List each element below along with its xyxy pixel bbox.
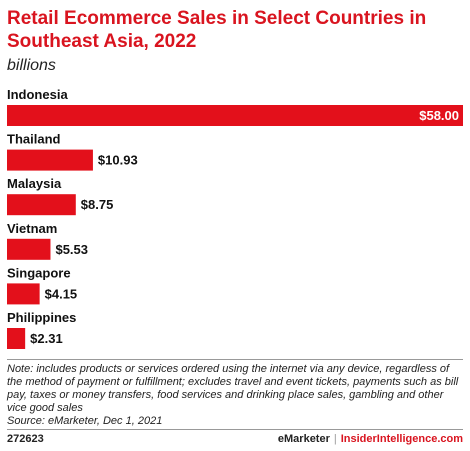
brand: eMarketer | InsiderIntelligence.com <box>278 433 463 445</box>
footer-divider-top <box>7 359 463 360</box>
chart-subtitle: billions <box>7 57 56 74</box>
bar-indonesia <box>7 105 463 126</box>
footer: 272623 eMarketer | InsiderIntelligence.com <box>7 433 463 447</box>
value-label-indonesia: $58.00 <box>419 108 459 123</box>
value-label-thailand: $10.93 <box>98 153 138 168</box>
bar-vietnam <box>7 238 51 260</box>
category-label-singapore: Singapore <box>7 265 71 280</box>
note-text: Note: includes products or services orde… <box>7 363 459 414</box>
category-label-indonesia: Indonesia <box>7 87 68 102</box>
brand-separator: | <box>333 433 337 445</box>
value-label-malaysia: $8.75 <box>81 197 114 212</box>
value-label-vietnam: $5.53 <box>55 242 88 257</box>
chart-note: Note: includes products or services orde… <box>7 363 463 428</box>
bar-thailand <box>7 149 93 171</box>
source-text: Source: eMarketer, Dec 1, 2021 <box>7 415 163 427</box>
bar-chart: Indonesia $58.00 Thailand $10.93 Malaysia $8.… <box>7 87 463 349</box>
chart-title: Retail Ecommerce Sales in Select Countri… <box>7 8 427 52</box>
bar-malaysia <box>7 194 76 216</box>
bar-singapore <box>7 283 40 305</box>
value-label-philippines: $2.31 <box>30 331 63 346</box>
category-label-philippines: Philippines <box>7 310 76 325</box>
value-label-singapore: $4.15 <box>45 286 78 301</box>
category-label-malaysia: Malaysia <box>7 176 62 191</box>
footer-divider-bottom <box>7 429 463 430</box>
category-label-vietnam: Vietnam <box>7 221 57 236</box>
category-label-thailand: Thailand <box>7 132 61 147</box>
brand-insiderintelligence: InsiderIntelligence.com <box>340 433 463 445</box>
chart-id: 272623 <box>7 433 44 445</box>
brand-emarketer: eMarketer <box>277 433 330 445</box>
bar-philippines <box>7 328 26 349</box>
